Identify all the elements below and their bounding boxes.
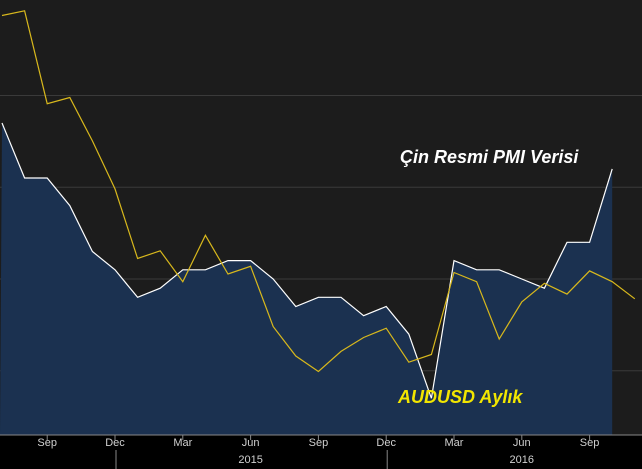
axis-background (0, 435, 642, 469)
x-tick-label: Sep (309, 437, 329, 449)
x-tick-label: Sep (580, 437, 600, 449)
x-tick-label: Mar (445, 437, 464, 449)
series-line (1, 122, 613, 399)
year-label: 2015 (238, 454, 262, 466)
x-tick-label: Dec (105, 437, 125, 449)
x-tick-label: Jun (242, 437, 260, 449)
x-tick-label: Jun (513, 437, 531, 449)
year-label: 2016 (510, 454, 534, 466)
series-line (1, 10, 636, 373)
x-tick-label: Mar (173, 437, 192, 449)
x-tick-label: Sep (37, 437, 57, 449)
pmi-area (0, 123, 613, 435)
audusd-annotation: AUDUSD Aylık (397, 387, 523, 407)
x-tick-label: Dec (376, 437, 396, 449)
pmi-annotation: Çin Resmi PMI Verisi (400, 147, 579, 167)
